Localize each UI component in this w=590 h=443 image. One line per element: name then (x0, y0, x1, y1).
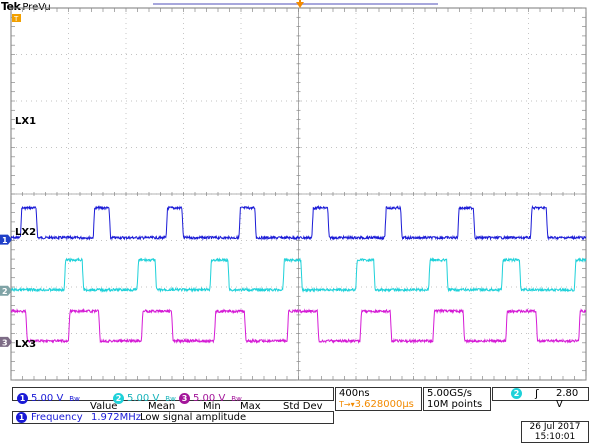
ch1-badge: 1 (17, 393, 28, 404)
waveform-display[interactable]: T 1 2 3 (0, 0, 590, 385)
ch1-bandwidth-icon: Bw (69, 394, 80, 403)
ch1-scale[interactable]: 1 5.00 V Bw (17, 388, 80, 407)
header-max: Max (240, 401, 261, 412)
trigger-position-readout: T→▾3.628000µs (336, 399, 421, 410)
trigger-box[interactable]: 2 ʃ 2.80 V (492, 387, 589, 410)
measurement-row[interactable]: 1 Frequency 1.972MHz Low signal amplitud… (12, 411, 334, 424)
ch2-bandwidth-icon: Bw (165, 394, 176, 403)
vertical-settings-bar[interactable]: 1 5.00 V Bw 2 5.00 V Bw 3 5.00 V Bw (12, 387, 334, 404)
header-min: Min (203, 401, 221, 412)
header-std-dev: Std Dev (283, 401, 323, 412)
trigger-level: 2.80 V (556, 388, 579, 410)
acquisition-box[interactable]: 5.00GS/s 10M points (423, 387, 491, 411)
trigger-slope-icon: ʃ (535, 387, 539, 400)
measurement-note: Low signal amplitude (140, 412, 247, 423)
ch2-scale[interactable]: 2 5.00 V Bw (113, 388, 176, 407)
waveform-lx1 (10, 204, 587, 241)
svg-text:T: T (13, 15, 19, 23)
ch2-scale-value: 5.00 V (127, 393, 160, 404)
svg-text:2: 2 (2, 287, 8, 296)
header-mean: Mean (148, 401, 176, 412)
date: 26 Jul 2017 (529, 422, 581, 432)
trigger-source-badge: 2 (511, 388, 522, 399)
ch3-scale-value: 5.00 V (193, 393, 226, 404)
measurement-source-badge: 1 (16, 412, 27, 423)
waveforms (10, 204, 587, 345)
trigger-position-value: 3.628000µs (354, 399, 414, 410)
ch1-label: LX1 (15, 116, 37, 127)
time: 15:10:01 (534, 432, 576, 442)
trigger-position-marker[interactable] (296, 0, 304, 8)
measurement-name: Frequency (31, 412, 83, 423)
graticule (10, 7, 587, 381)
ch3-label: LX3 (15, 339, 37, 350)
ch3-badge: 3 (179, 393, 190, 404)
header-value: Value (90, 401, 118, 412)
sample-rate: 5.00GS/s (427, 388, 472, 399)
timebase-box[interactable]: 400ns T→▾3.628000µs (335, 387, 422, 411)
svg-text:3: 3 (2, 338, 8, 347)
ch2-ground-marker[interactable]: 2 (0, 285, 12, 297)
brand-name: Tek (1, 0, 21, 13)
trigger-position-icon: T→▾ (339, 400, 355, 409)
ch3-bandwidth-icon: Bw (231, 394, 242, 403)
waveform-lx2 (10, 257, 587, 293)
datetime-box: 26 Jul 2017 15:10:01 (521, 421, 589, 443)
channel-markers[interactable]: 1 2 3 (0, 234, 12, 348)
ch2-label: LX2 (15, 227, 37, 238)
measurement-value: 1.972MHz (91, 412, 142, 423)
ch1-ground-marker[interactable]: 1 (0, 234, 12, 246)
record-length: 10M points (427, 399, 483, 410)
waveform-lx3 (10, 307, 587, 345)
timebase-value: 400ns (339, 388, 370, 399)
svg-text:1: 1 (2, 236, 8, 245)
ch2-badge: 2 (113, 393, 124, 404)
ch3-scale[interactable]: 3 5.00 V Bw (179, 388, 242, 407)
ch1-scale-value: 5.00 V (31, 393, 64, 404)
trigger-level-marker[interactable]: T (12, 14, 21, 23)
ch3-ground-marker[interactable]: 3 (0, 336, 12, 348)
